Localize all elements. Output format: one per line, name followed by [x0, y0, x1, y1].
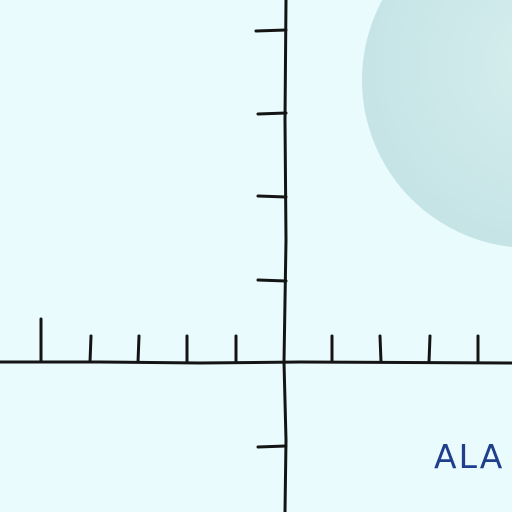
- caption-label: ALA: [434, 437, 505, 476]
- y-tick: [256, 111, 288, 116]
- y-axis: [282, 0, 288, 512]
- y-tick: [256, 278, 288, 283]
- x-tick: [427, 334, 432, 364]
- x-tick: [378, 334, 383, 364]
- x-tick: [136, 334, 141, 364]
- y-tick: [256, 194, 288, 199]
- x-tick: [88, 334, 93, 364]
- y-tick: [254, 28, 288, 33]
- y-tick: [256, 444, 288, 449]
- pale-circle: [362, 0, 512, 247]
- x-axis: [0, 360, 512, 365]
